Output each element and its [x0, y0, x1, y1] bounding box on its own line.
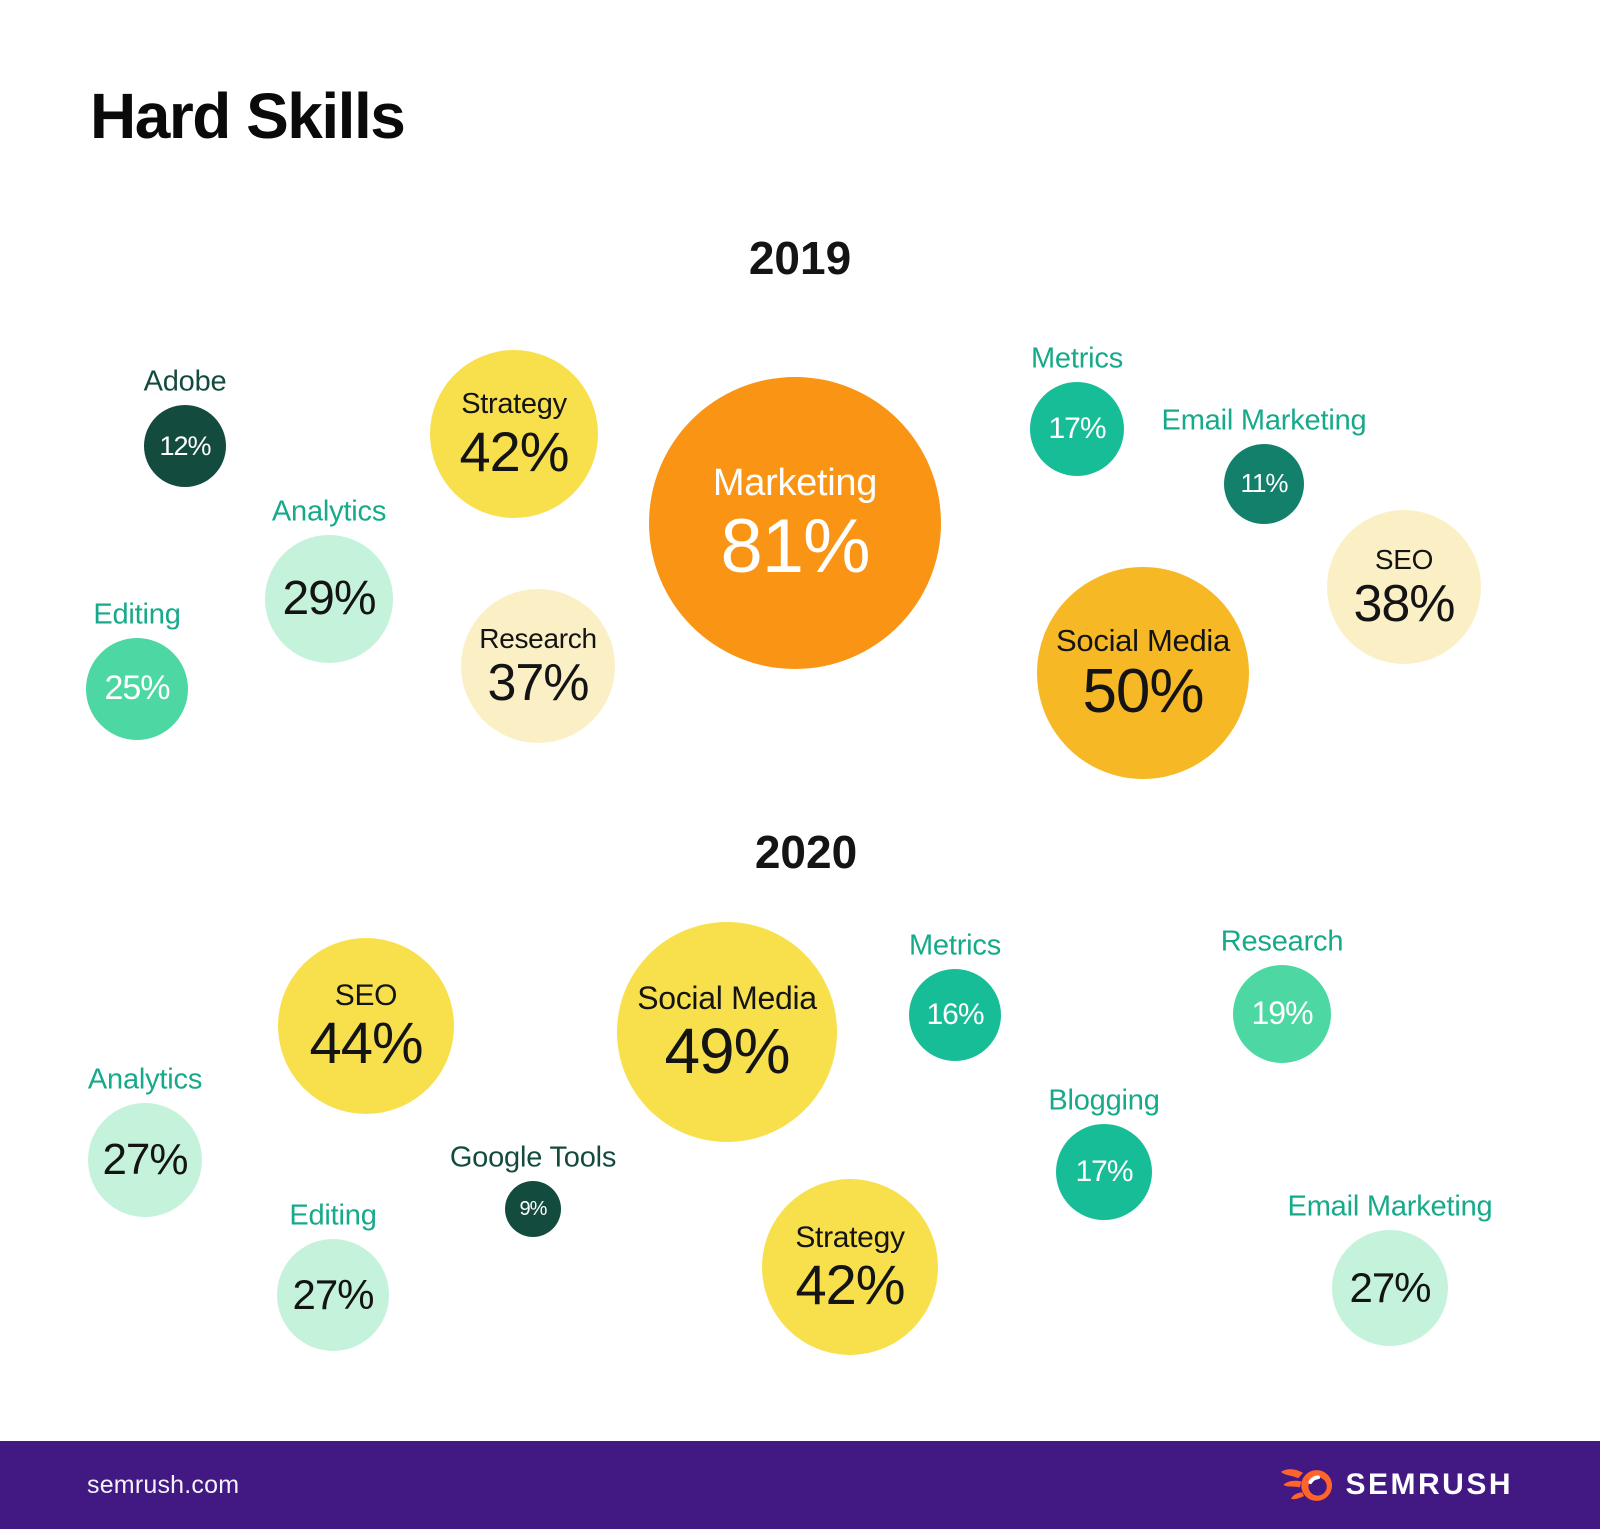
bubble-skill-label-2019-seo: SEO [1374, 543, 1434, 575]
bubble-value-2019-adobe: 12% [159, 430, 211, 461]
bubble-2019-email-marketing: 11% [1224, 444, 1304, 524]
year-header-2020: 2020 [754, 826, 858, 878]
bubble-value-2019-email-marketing: 11% [1240, 468, 1288, 499]
bubble-skill-label-2019-social-media: Social Media [1056, 622, 1230, 658]
bubble-value-2020-blogging: 17% [1075, 1155, 1133, 1189]
bubble-2019-marketing: Marketing 81% [649, 377, 941, 669]
bubble-value-2019-social-media: 50% [1082, 656, 1204, 726]
bubble-value-2020-research: 19% [1251, 995, 1313, 1032]
bubble-value-2020-email-marketing: 27% [1349, 1264, 1431, 1312]
brand-wordmark: SEMRUSH [1345, 1468, 1513, 1501]
bubble-value-2020-analytics: 27% [102, 1135, 188, 1185]
bubble-skill-label-2020-blogging: Blogging [1048, 1084, 1160, 1117]
bubble-2019-analytics: 29% [265, 535, 393, 663]
bubble-2019-seo: SEO 38% [1327, 510, 1481, 664]
bubble-2020-email-marketing: 27% [1332, 1230, 1448, 1346]
bubble-value-2019-seo: 38% [1353, 575, 1455, 634]
bubble-value-2020-metrics: 16% [926, 998, 984, 1032]
bubble-skill-label-2019-strategy: Strategy [461, 388, 567, 421]
bubble-2019-social-media: Social Media 50% [1037, 567, 1249, 779]
bubble-skill-label-2019-metrics: Metrics [1030, 342, 1124, 375]
bubble-2019-editing: 25% [86, 638, 188, 740]
bubble-2020-research: 19% [1233, 965, 1331, 1063]
bubble-skill-label-2020-google-tools: Google Tools [449, 1141, 617, 1174]
bubble-2020-google-tools: 9% [505, 1181, 561, 1237]
bubble-skill-label-2020-editing: Editing [289, 1199, 377, 1232]
bubble-2019-adobe: 12% [144, 405, 226, 487]
bubble-value-2020-editing: 27% [292, 1271, 374, 1319]
brand-logo: SEMRUSH [1280, 1467, 1513, 1504]
bubble-value-2019-strategy: 42% [459, 419, 569, 483]
bubble-skill-label-2019-editing: Editing [93, 598, 181, 631]
bubble-2020-analytics: 27% [88, 1103, 202, 1217]
bubble-2020-seo: SEO 44% [278, 938, 454, 1114]
bubble-skill-label-2020-metrics: Metrics [908, 929, 1002, 962]
bubble-2019-metrics: 17% [1030, 382, 1124, 476]
bubble-skill-label-2020-research: Research [1220, 925, 1344, 958]
bubble-value-2019-research: 37% [487, 654, 589, 713]
bubble-2020-blogging: 17% [1056, 1124, 1152, 1220]
bubble-value-2019-analytics: 29% [282, 572, 376, 626]
bubble-2020-editing: 27% [277, 1239, 389, 1351]
bubble-skill-label-2020-email-marketing: Email Marketing [1287, 1190, 1493, 1223]
bubble-skill-label-2019-email-marketing: Email Marketing [1161, 404, 1367, 437]
bubble-2019-strategy: Strategy 42% [430, 350, 598, 518]
bubble-value-2020-strategy: 42% [795, 1253, 905, 1317]
bubble-skill-label-2019-research: Research [479, 622, 597, 654]
bubble-value-2019-metrics: 17% [1048, 412, 1106, 446]
footer-url: semrush.com [87, 1470, 240, 1499]
bubble-value-2019-editing: 25% [104, 669, 170, 708]
footer-bar: semrush.com SEMRUSH [0, 1441, 1600, 1529]
bubble-2020-strategy: Strategy 42% [762, 1179, 938, 1355]
bubble-skill-label-2020-seo: SEO [334, 978, 398, 1012]
year-header-2019: 2019 [748, 232, 852, 284]
semrush-flame-icon [1281, 1468, 1333, 1501]
bubble-value-2019-marketing: 81% [720, 503, 870, 589]
bubble-2020-social-media: Social Media 49% [617, 922, 837, 1142]
bubble-skill-label-2020-strategy: Strategy [795, 1220, 905, 1254]
page-title: Hard Skills [90, 80, 406, 152]
bubble-2019-research: Research 37% [461, 589, 615, 743]
bubble-value-2020-social-media: 49% [664, 1015, 790, 1088]
bubble-skill-label-2020-analytics: Analytics [87, 1063, 203, 1096]
bubble-skill-label-2019-marketing: Marketing [712, 462, 878, 505]
bubble-2020-metrics: 16% [909, 969, 1001, 1061]
bubble-skill-label-2019-adobe: Adobe [143, 365, 227, 398]
bubble-value-2020-seo: 44% [309, 1011, 423, 1077]
bubble-skill-label-2019-analytics: Analytics [271, 495, 387, 528]
bubble-skill-label-2020-social-media: Social Media [637, 980, 817, 1017]
bubble-value-2020-google-tools: 9% [519, 1197, 548, 1220]
